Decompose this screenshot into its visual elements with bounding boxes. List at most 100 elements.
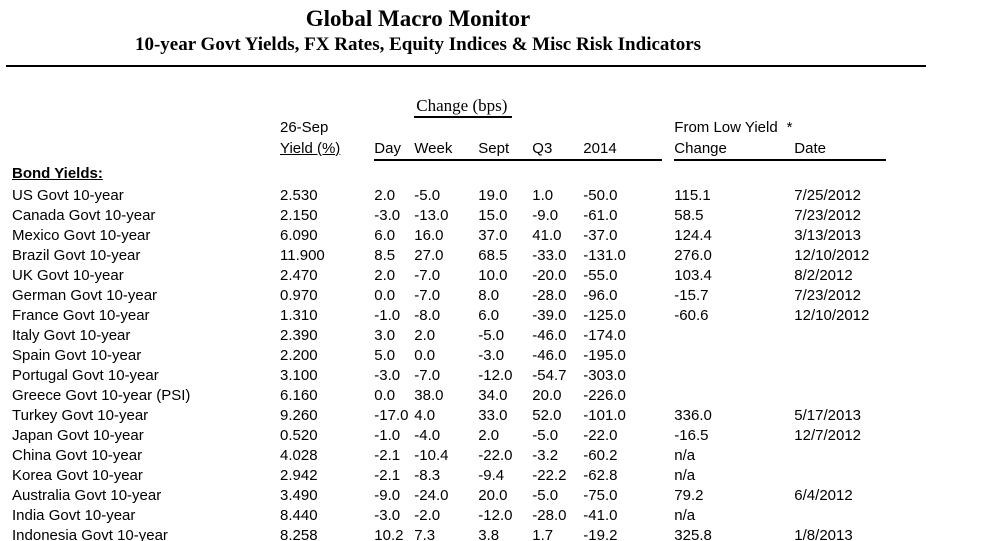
from-low-date-value — [794, 505, 886, 525]
day-change-value: -2.1 — [374, 446, 401, 464]
day-change-value: -3.0 — [374, 506, 401, 524]
sept-change-value: 20.0 — [478, 486, 508, 504]
week-change-value: -8.0 — [414, 306, 441, 324]
empty-cell — [374, 117, 414, 137]
q3-change-value: -33.0 — [532, 246, 567, 264]
week-change-value: 7.3 — [414, 526, 436, 541]
y2014-change-value: -125.0 — [583, 306, 626, 324]
table-header: Change (bps) 26-Sep From Low Yield * Yiel… — [12, 95, 887, 161]
from-low-change-value — [674, 345, 794, 365]
day-change-value: 2.0 — [374, 266, 396, 284]
spacer-cell — [340, 225, 374, 245]
table-row: Greece Govt 10-year (PSI) 6.160 0.0 38.0 34.… — [12, 385, 886, 405]
spacer-cell — [340, 245, 374, 265]
spacer-cell — [662, 465, 674, 485]
yield-value: 8.440 — [280, 506, 318, 524]
from-low-change-value: -60.6 — [674, 306, 709, 324]
yield-value: 6.160 — [280, 386, 318, 404]
spacer-cell — [340, 505, 374, 525]
spacer-cell — [340, 185, 374, 205]
empty-cell — [662, 137, 674, 160]
y2014-change-value: -19.2 — [583, 526, 618, 541]
sept-change-value: -22.0 — [478, 446, 513, 464]
bond-name: Greece Govt 10-year (PSI) — [12, 386, 191, 404]
yield-value: 2.390 — [280, 326, 318, 344]
y2014-change-value: -226.0 — [583, 386, 626, 404]
sept-change-value: -9.4 — [478, 466, 505, 484]
week-change-value: -4.0 — [414, 426, 441, 444]
yield-value: 3.490 — [280, 486, 318, 504]
bond-name: Mexico Govt 10-year — [12, 226, 151, 244]
from-low-date-value: 12/10/2012 — [794, 246, 870, 264]
from-low-date-value: 7/23/2012 — [794, 206, 862, 224]
sept-change-value: 6.0 — [478, 306, 500, 324]
spacer-cell — [340, 285, 374, 305]
sept-change-value: 2.0 — [478, 426, 500, 444]
spacer-cell — [662, 425, 674, 445]
empty-cell — [340, 95, 374, 117]
bond-name: Spain Govt 10-year — [12, 346, 142, 364]
from-low-date-value: 7/25/2012 — [794, 186, 862, 204]
spacer-cell — [340, 445, 374, 465]
spacer-cell — [662, 185, 674, 205]
table-row: Korea Govt 10-year 2.942 -2.1 -8.3 -9.4 -22.2… — [12, 465, 886, 485]
bond-name: Canada Govt 10-year — [12, 206, 156, 224]
q3-change-value: -3.2 — [532, 446, 559, 464]
day-change-value: -3.0 — [374, 206, 401, 224]
bond-name: Australia Govt 10-year — [12, 486, 162, 504]
day-change-value: 0.0 — [374, 386, 396, 404]
sept-change-value: -3.0 — [478, 346, 505, 364]
spacer-cell — [662, 405, 674, 425]
empty-cell — [794, 95, 886, 117]
q3-change-value: -39.0 — [532, 306, 567, 324]
yield-value: 0.970 — [280, 286, 318, 304]
spacer-cell — [662, 305, 674, 325]
bond-name: France Govt 10-year — [12, 306, 150, 324]
bond-name: UK Govt 10-year — [12, 266, 124, 284]
y2014-change-value: -22.0 — [583, 426, 618, 444]
day-change-value: 8.5 — [374, 246, 396, 264]
y2014-change-value: -174.0 — [583, 326, 626, 344]
spacer-cell — [340, 265, 374, 285]
spacer-cell — [340, 305, 374, 325]
empty-cell — [340, 137, 374, 160]
yield-value: 3.100 — [280, 366, 318, 384]
from-low-change-value — [674, 325, 794, 345]
table-row: India Govt 10-year 8.440 -3.0 -2.0 -12.0 -28.… — [12, 505, 886, 525]
q3-change-value: 52.0 — [532, 406, 562, 424]
bond-name: India Govt 10-year — [12, 506, 136, 524]
spacer-cell — [340, 465, 374, 485]
bond-name: US Govt 10-year — [12, 186, 124, 204]
from-low-date-value: 7/23/2012 — [794, 286, 862, 304]
spacer-cell — [340, 385, 374, 405]
sept-column-header: Sept — [478, 137, 533, 161]
table-row: UK Govt 10-year 2.470 2.0 -7.0 10.0 -20.0 -55.… — [12, 265, 886, 285]
from-low-change-value: -16.5 — [674, 426, 709, 444]
spacer-cell — [662, 285, 674, 305]
y2014-change-value: -60.2 — [583, 446, 618, 464]
empty-cell — [583, 117, 662, 137]
empty-cell — [12, 95, 280, 117]
from-low-date-value: 1/8/2013 — [794, 526, 853, 541]
q3-change-value: -46.0 — [532, 346, 567, 364]
sept-change-value: 34.0 — [478, 386, 508, 404]
spacer-cell — [340, 405, 374, 425]
from-low-change-value: n/a — [674, 506, 696, 524]
sept-change-value: -12.0 — [478, 506, 513, 524]
empty-cell — [374, 95, 414, 117]
sept-change-value: 15.0 — [478, 206, 508, 224]
yield-value: 1.310 — [280, 306, 318, 324]
bond-name: Turkey Govt 10-year — [12, 406, 149, 424]
y2014-change-value: -61.0 — [583, 206, 618, 224]
from-low-date-value — [794, 385, 886, 405]
q3-change-value: -22.2 — [532, 466, 567, 484]
yield-value: 2.150 — [280, 206, 318, 224]
q3-change-value: -20.0 — [532, 266, 567, 284]
from-low-date-value: 8/2/2012 — [794, 266, 853, 284]
y2014-change-value: -303.0 — [583, 366, 626, 384]
sept-change-value: -5.0 — [478, 326, 505, 344]
spacer-cell — [662, 365, 674, 385]
column-header-row: Yield (%) Day Week Sept Q3 2014 Change D… — [12, 137, 887, 161]
day-change-value: -1.0 — [374, 426, 401, 444]
spacer-cell — [662, 345, 674, 365]
